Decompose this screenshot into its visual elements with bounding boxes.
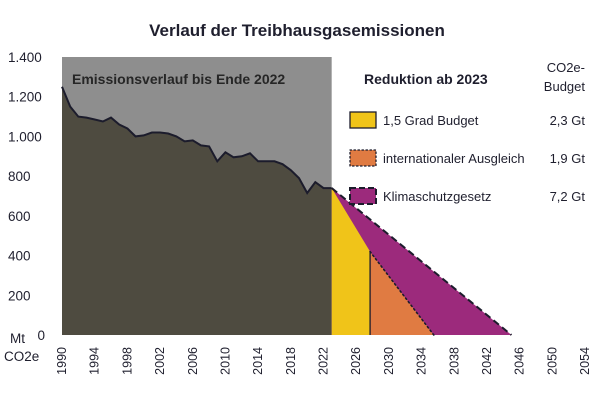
legend-label: Klimaschutzgesetz: [383, 189, 491, 204]
y-tick-label: 400: [8, 249, 31, 264]
x-axis: 1990 1994 1998 2002 2006 2010 2014 2018 2022 2026…: [55, 347, 592, 375]
x-tick-label: 2026: [349, 347, 363, 375]
y-unit-label-2: CO2e: [4, 349, 39, 364]
x-tick-label: 2022: [317, 347, 331, 375]
y-tick-label: 200: [8, 288, 31, 303]
x-tick-label: 1998: [120, 347, 134, 375]
legend-budget: 1,9 Gt: [550, 151, 586, 166]
x-tick-label: 2054: [578, 347, 592, 375]
budget-header-2: Budget: [544, 79, 586, 94]
x-tick-label: 2002: [153, 347, 167, 375]
series-line-internationaler-ausgleich: [369, 250, 435, 336]
y-tick-label: 800: [8, 169, 31, 184]
x-tick-label: 2010: [218, 347, 232, 375]
budget-header-1: CO2e-: [547, 60, 585, 75]
legend-header: Reduktion ab 2023: [364, 71, 488, 87]
x-tick-label: 2038: [447, 347, 461, 375]
x-tick-label: 2014: [251, 347, 265, 375]
historic-band-label: Emissionsverlauf bis Ende 2022: [72, 71, 285, 87]
chart-title: Verlauf der Treibhausgasemissionen: [149, 21, 445, 40]
legend-label: 1,5 Grad Budget: [383, 113, 479, 128]
y-tick-label: 1.200: [8, 90, 42, 105]
x-tick-label: 2042: [480, 347, 494, 375]
x-tick-label: 1990: [55, 347, 69, 375]
x-tick-label: 2034: [415, 347, 429, 375]
x-tick-label: 2018: [284, 347, 298, 375]
legend-swatch: [349, 111, 377, 129]
legend-budget: 7,2 Gt: [550, 189, 586, 204]
y-tick-label: 1.000: [8, 129, 42, 144]
y-tick-label: 600: [8, 209, 31, 224]
x-tick-label: 2006: [186, 347, 200, 375]
legend-entries: 1,5 Grad Budget 2,3 Gt internationaler Aus…: [349, 111, 586, 205]
plot-lines: [61, 86, 513, 336]
y-unit-label-1: Mt: [10, 331, 25, 346]
legend-swatch: [349, 149, 377, 167]
legend: Reduktion ab 2023 CO2e- Budget 1,5 Grad …: [349, 60, 586, 205]
legend-budget: 2,3 Gt: [550, 113, 586, 128]
series-area-1-5-grad: [331, 188, 371, 335]
x-tick-label: 2050: [545, 347, 559, 375]
y-tick-label: 0: [37, 328, 45, 343]
x-tick-label: 2046: [513, 347, 527, 375]
legend-swatch: [349, 187, 377, 205]
series-line-klimaschutzgesetz: [331, 187, 513, 336]
legend-label: internationaler Ausgleich: [383, 151, 525, 166]
x-tick-label: 1994: [88, 347, 102, 375]
historic-area: [62, 86, 332, 335]
y-tick-label: 1.400: [8, 50, 42, 65]
y-axis: 0 200 400 600 800 1.000 1.200 1.400: [8, 50, 45, 343]
x-tick-label: 2030: [382, 347, 396, 375]
historic-line: [61, 86, 332, 195]
